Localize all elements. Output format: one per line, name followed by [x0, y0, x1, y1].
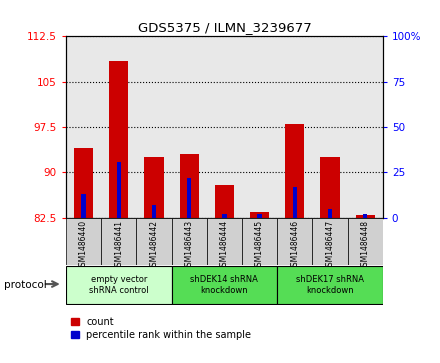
- Bar: [180, 154, 199, 218]
- FancyBboxPatch shape: [66, 218, 101, 265]
- Bar: [250, 212, 269, 218]
- Legend: count, percentile rank within the sample: count, percentile rank within the sample: [71, 317, 251, 340]
- FancyBboxPatch shape: [242, 218, 277, 265]
- Bar: [363, 214, 367, 218]
- Bar: [328, 209, 332, 218]
- Bar: [144, 157, 164, 218]
- Text: GSM1486443: GSM1486443: [185, 220, 194, 271]
- Bar: [257, 214, 262, 218]
- FancyBboxPatch shape: [101, 218, 136, 265]
- Bar: [74, 148, 93, 218]
- Text: GSM1486444: GSM1486444: [220, 220, 229, 271]
- Text: GSM1486447: GSM1486447: [326, 220, 334, 271]
- FancyBboxPatch shape: [207, 218, 242, 265]
- Bar: [187, 178, 191, 218]
- Text: GSM1486445: GSM1486445: [255, 220, 264, 271]
- FancyBboxPatch shape: [136, 218, 172, 265]
- Bar: [222, 214, 227, 218]
- Bar: [152, 205, 156, 218]
- Text: shDEK14 shRNA
knockdown: shDEK14 shRNA knockdown: [191, 275, 258, 295]
- Bar: [81, 194, 86, 218]
- Title: GDS5375 / ILMN_3239677: GDS5375 / ILMN_3239677: [138, 21, 311, 34]
- Text: GSM1486448: GSM1486448: [361, 220, 370, 271]
- FancyBboxPatch shape: [312, 218, 348, 265]
- Text: GSM1486446: GSM1486446: [290, 220, 299, 271]
- FancyBboxPatch shape: [277, 218, 312, 265]
- FancyBboxPatch shape: [277, 266, 383, 304]
- Text: empty vector
shRNA control: empty vector shRNA control: [89, 275, 149, 295]
- FancyBboxPatch shape: [348, 218, 383, 265]
- Bar: [320, 157, 340, 218]
- FancyBboxPatch shape: [66, 266, 172, 304]
- Text: GSM1486441: GSM1486441: [114, 220, 123, 271]
- Bar: [215, 184, 234, 218]
- Bar: [109, 61, 128, 218]
- Bar: [285, 124, 304, 218]
- Text: GSM1486442: GSM1486442: [150, 220, 158, 271]
- Text: protocol: protocol: [4, 280, 47, 290]
- FancyBboxPatch shape: [172, 218, 207, 265]
- FancyBboxPatch shape: [172, 266, 277, 304]
- Text: shDEK17 shRNA
knockdown: shDEK17 shRNA knockdown: [296, 275, 364, 295]
- Bar: [293, 187, 297, 218]
- Bar: [356, 215, 375, 218]
- Text: GSM1486440: GSM1486440: [79, 220, 88, 271]
- Bar: [117, 162, 121, 218]
